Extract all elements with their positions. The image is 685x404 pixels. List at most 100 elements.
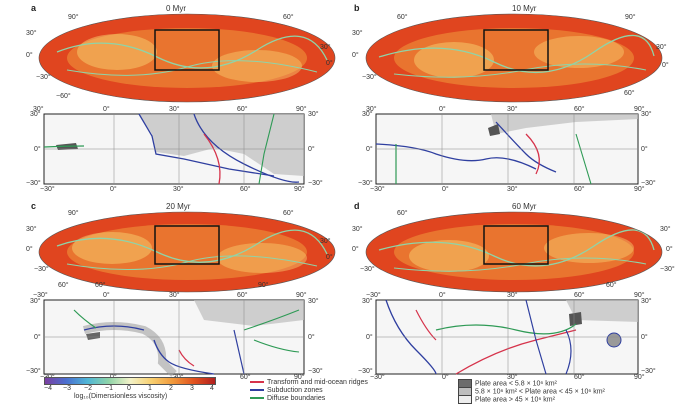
box-top-label: −30°: [366, 292, 381, 299]
legend-label: Diffuse boundaries: [267, 395, 326, 402]
viscosity-map: [365, 13, 663, 103]
box-top-label: 30°: [366, 106, 377, 113]
plate-area-legend: Plate area < 5.8 × 10⁶ km² 5.8 × 10⁶ km²…: [458, 379, 683, 404]
map-lon-label: 90°: [258, 282, 269, 289]
colorbar-tick: −3: [63, 385, 71, 392]
panel-a: a 0 Myr 30° 0° −30° −60° 30° 0° 90° 60° …: [0, 0, 342, 195]
colorbar-tick: −2: [84, 385, 92, 392]
box-lat-label: 30°: [30, 111, 41, 118]
region-map: [43, 299, 305, 377]
box-lat-label: −30°: [641, 180, 656, 187]
box-lat-label: 0°: [366, 334, 373, 341]
box-top-label: 30°: [169, 292, 180, 299]
map-lat-label: 0°: [352, 246, 359, 253]
box-top-label: 0°: [103, 292, 110, 299]
box-bottom-label: −30°: [370, 374, 385, 381]
map-lon-label: 60°: [283, 14, 294, 21]
map-lat-label: 30°: [656, 44, 667, 51]
box-lat-label: 0°: [308, 334, 315, 341]
panel-letter: d: [354, 201, 360, 211]
box-lat-label: −30°: [308, 180, 323, 187]
map-lon-label: 90°: [68, 210, 79, 217]
box-top-label: 90°: [296, 106, 307, 113]
map-lon-label: 90°: [68, 14, 79, 21]
legend-item-diffuse: Diffuse boundaries: [250, 395, 325, 402]
map-lat-label: −30°: [360, 266, 375, 273]
box-bottom-label: 90°: [294, 186, 305, 193]
box-top-label: −30°: [33, 292, 48, 299]
colorbar-legend: −4 −3 −2 −1 0 1 2 3 4 log₁₀(Dimensionles…: [44, 377, 224, 401]
region-map: [375, 113, 639, 185]
box-bottom-label: 60°: [240, 186, 251, 193]
panel-letter: b: [354, 3, 360, 13]
colorbar: [44, 377, 216, 385]
box-lat-label: −30°: [358, 180, 373, 187]
box-lat-label: −30°: [308, 368, 323, 375]
box-lat-label: 0°: [366, 146, 373, 153]
panel-d: d 60 Myr 30° 0° −30° 30° 0° −30° 60° 60°…: [342, 198, 685, 381]
box-lat-label: −30°: [641, 368, 656, 375]
map-lon-label: 90°: [625, 14, 636, 21]
box-bottom-label: 60°: [240, 374, 251, 381]
map-lat-label: 0°: [662, 62, 669, 69]
box-lat-label: 0°: [308, 146, 315, 153]
map-lon-label: 60°: [397, 210, 408, 217]
map-lat-label: 30°: [320, 238, 331, 245]
box-lat-label: 0°: [34, 334, 41, 341]
box-lat-label: 30°: [30, 298, 41, 305]
legend-item-ridges: Transform and mid-ocean ridges: [250, 379, 368, 386]
map-lat-label: 30°: [660, 226, 671, 233]
viscosity-map: [38, 211, 336, 293]
panel-letter: a: [31, 3, 37, 13]
box-lat-label: −30°: [358, 368, 373, 375]
box-bottom-label: 0°: [110, 186, 117, 193]
legend-label: Subduction zones: [267, 387, 323, 394]
box-bottom-label: 90°: [634, 186, 645, 193]
region-map: [375, 299, 639, 375]
panel-b: b 10 Myr 30° 0° −30° 60° 30° 0° 60° 90° …: [342, 0, 685, 195]
colorbar-tick: −4: [44, 385, 52, 392]
box-top-label: 60°: [237, 292, 248, 299]
box-top-label: 90°: [634, 292, 645, 299]
box-lat-label: 30°: [362, 111, 373, 118]
colorbar-tick: 3: [190, 385, 194, 392]
boundary-legend: Transform and mid-ocean ridges Subductio…: [250, 379, 440, 403]
colorbar-tick: −1: [105, 385, 113, 392]
box-lat-label: 30°: [308, 298, 319, 305]
map-lat-label: 60°: [58, 282, 69, 289]
colorbar-tick: 2: [169, 385, 173, 392]
viscosity-map: [38, 13, 336, 103]
box-lat-label: −30°: [26, 368, 41, 375]
map-lat-label: 0°: [666, 246, 673, 253]
box-top-label: 90°: [634, 106, 645, 113]
map-lon-label: 60°: [397, 14, 408, 21]
box-top-label: 30°: [507, 292, 518, 299]
map-lat-label: 0°: [352, 52, 359, 59]
map-lat-label: 0°: [26, 52, 33, 59]
legend-line-swatch: [250, 397, 264, 400]
box-lat-label: 30°: [641, 111, 652, 118]
box-bottom-label: 0°: [442, 186, 449, 193]
box-bottom-label: −30°: [370, 186, 385, 193]
colorbar-label: log₁₀(Dimensionless viscosity): [74, 393, 168, 400]
box-top-label: 60°: [574, 106, 585, 113]
colorbar-tick: 4: [210, 385, 214, 392]
map-lat-label: 30°: [26, 30, 37, 37]
legend-item-subduction: Subduction zones: [250, 387, 323, 394]
box-bottom-label: 30°: [173, 186, 184, 193]
panel-title: 20 Myr: [166, 202, 191, 211]
box-top-label: 60°: [574, 292, 585, 299]
box-top-label: 0°: [439, 292, 446, 299]
box-top-label: 30°: [33, 106, 44, 113]
box-top-label: 30°: [169, 106, 180, 113]
box-lat-label: 0°: [641, 146, 648, 153]
box-top-label: 30°: [507, 106, 518, 113]
box-lat-label: 30°: [308, 111, 319, 118]
legend-label: Transform and mid-ocean ridges: [267, 379, 368, 386]
legend-line-swatch: [250, 381, 264, 384]
box-bottom-label: 0°: [442, 374, 449, 381]
map-lat-label: 0°: [26, 246, 33, 253]
map-lat-label: 30°: [320, 44, 331, 51]
panel-title: 10 Myr: [512, 4, 537, 13]
colorbar-tick: 0: [127, 385, 131, 392]
